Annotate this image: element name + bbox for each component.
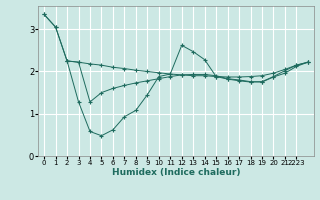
X-axis label: Humidex (Indice chaleur): Humidex (Indice chaleur) <box>112 168 240 177</box>
